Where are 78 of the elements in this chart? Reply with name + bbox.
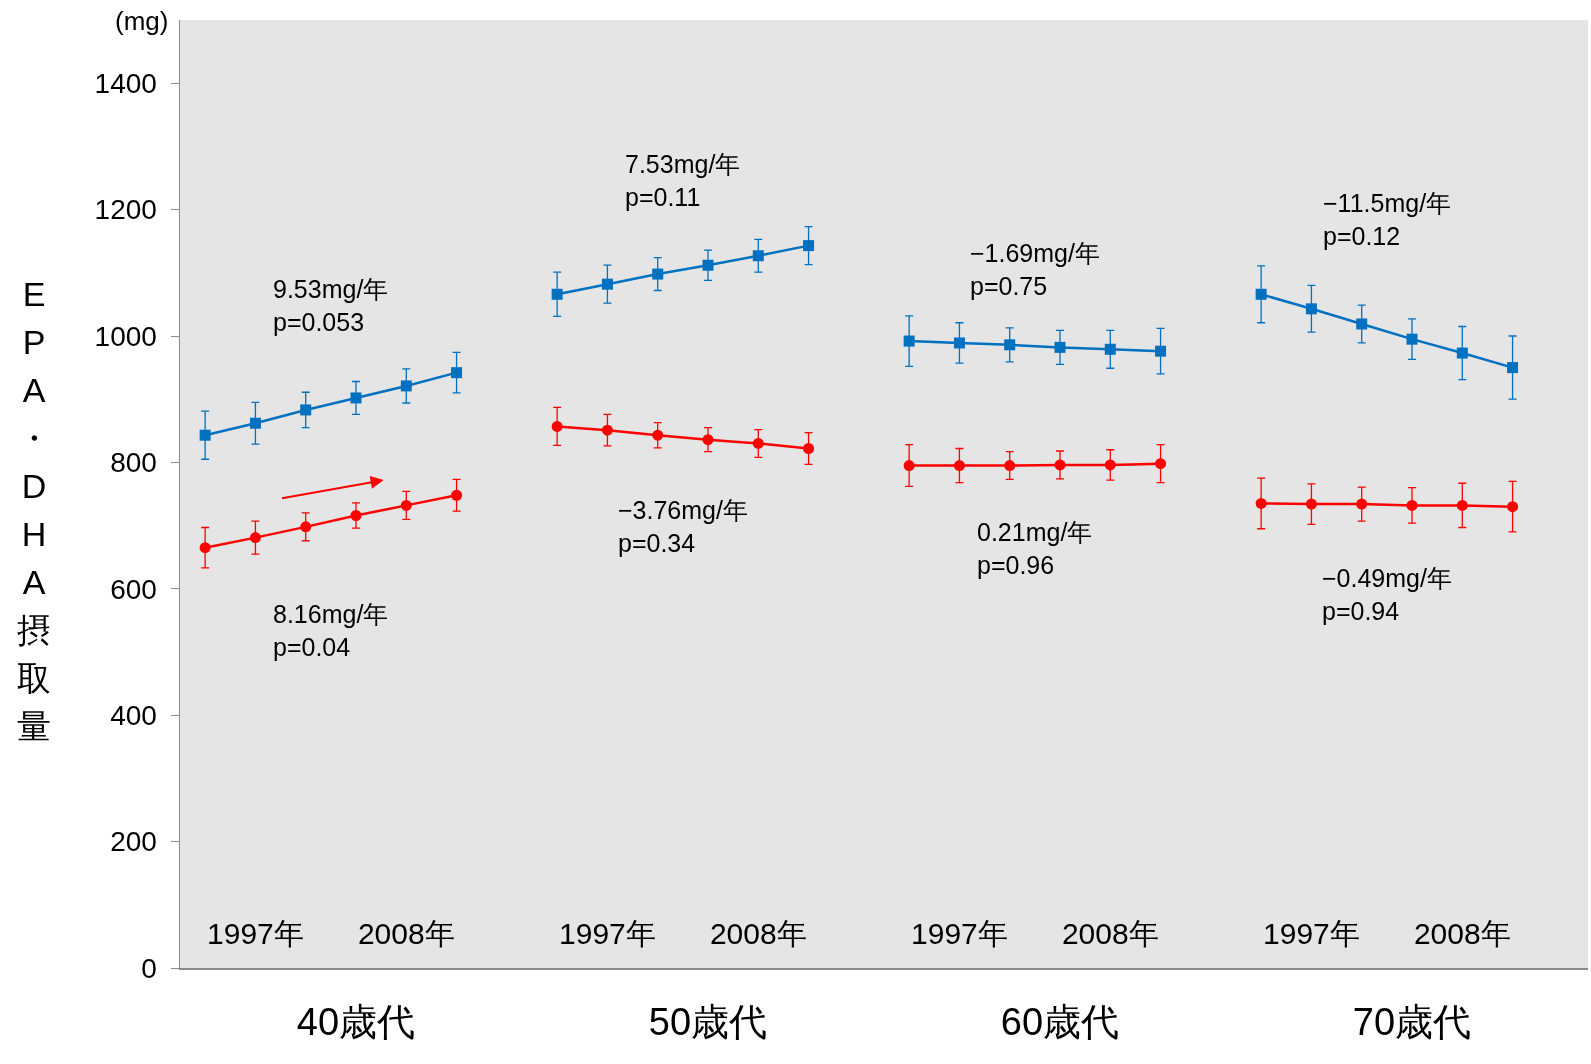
point	[1004, 339, 1016, 351]
x-tick-label: 2008年	[1061, 916, 1159, 950]
point	[1507, 501, 1519, 513]
annotation: −11.5mg/年 p=0.12	[1323, 189, 1452, 250]
point	[652, 268, 664, 280]
point	[451, 367, 463, 379]
y-tick-label: 1400	[94, 68, 157, 99]
x-tick-label: 2008年	[709, 916, 807, 950]
annotation: 7.53mg/年 p=0.11	[625, 150, 741, 211]
annotation: −0.49mg/年 p=0.94	[1322, 564, 1452, 625]
point	[1456, 499, 1468, 511]
point	[702, 434, 714, 446]
point	[199, 429, 211, 441]
x-tick-label: 1997年	[559, 916, 656, 950]
point	[1255, 288, 1267, 300]
point	[1406, 499, 1418, 511]
annotation: 0.21mg/年 p=0.96	[977, 518, 1093, 579]
point	[702, 259, 714, 271]
point	[1104, 343, 1116, 355]
point	[249, 532, 261, 544]
point	[1356, 318, 1368, 330]
point	[903, 335, 915, 347]
point	[1406, 333, 1418, 345]
y-tick-label: 1200	[94, 194, 157, 226]
point	[1255, 497, 1267, 509]
annotation: 8.16mg/年 p=0.04	[273, 600, 389, 661]
point	[400, 499, 412, 511]
point	[1004, 460, 1016, 472]
point	[1507, 362, 1519, 374]
text: (mg)	[115, 6, 169, 36]
annotation: −1.69mg/年 p=0.75	[970, 239, 1100, 300]
point	[601, 278, 613, 290]
point	[953, 337, 965, 349]
x-axis-title: 70歳代	[1352, 1001, 1472, 1044]
x-axis-title: 40歳代	[296, 1001, 416, 1044]
x-tick-label: 2008年	[1413, 916, 1511, 950]
annotation: −3.76mg/年 p=0.34	[618, 496, 748, 557]
point	[350, 509, 362, 521]
x-tick-label: 2008年	[357, 916, 455, 950]
point	[903, 460, 915, 472]
y-tick-label: 600	[110, 573, 157, 605]
y-tick-label: 800	[110, 447, 157, 479]
x-axis-title: 50歳代	[648, 1001, 768, 1044]
point	[400, 380, 412, 392]
point	[1456, 347, 1468, 359]
point	[249, 417, 261, 429]
y-tick-label: 200	[110, 826, 157, 858]
point	[752, 437, 764, 449]
y-tick-label: 400	[110, 700, 157, 731]
point	[1155, 458, 1167, 470]
point	[1305, 498, 1317, 510]
point	[451, 489, 463, 501]
point	[350, 392, 362, 404]
point	[551, 288, 563, 300]
y-tick-label: 1000	[94, 320, 157, 352]
point	[1155, 345, 1167, 357]
point	[1104, 459, 1116, 471]
point	[1054, 459, 1066, 471]
point	[601, 424, 613, 436]
x-tick-label: 1997年	[207, 916, 304, 950]
point	[953, 460, 965, 472]
x-tick-label: 1997年	[1263, 916, 1360, 950]
point	[1356, 498, 1368, 510]
x-tick-label: 1997年	[911, 916, 1008, 950]
x-axis-title: 60歳代	[1000, 1001, 1120, 1044]
text: EPA・DHA摂取量	[17, 275, 51, 745]
annotation: 9.53mg/年 p=0.053	[273, 275, 389, 336]
point	[199, 542, 211, 554]
point	[1305, 303, 1317, 315]
point	[803, 443, 815, 454]
point	[752, 250, 764, 262]
point	[551, 420, 563, 432]
point	[300, 404, 312, 416]
point	[300, 521, 312, 533]
point	[1054, 341, 1066, 353]
y-tick-label: 0	[141, 952, 157, 984]
point	[652, 429, 664, 441]
point	[803, 240, 815, 252]
